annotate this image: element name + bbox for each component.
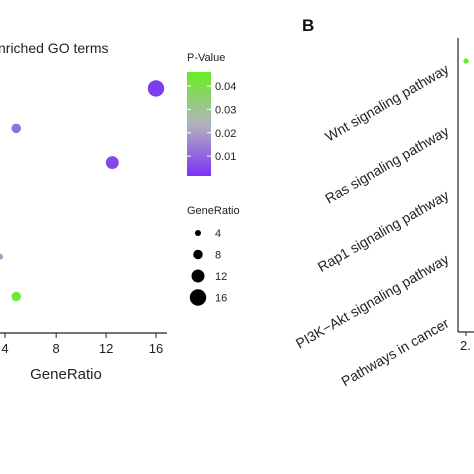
x-tick-label: 16 bbox=[149, 341, 163, 356]
category-label: Pathways in cancer bbox=[338, 315, 451, 390]
panel-a-title: nriched GO terms bbox=[0, 40, 108, 56]
pvalue-legend-ticks: 0.04 0.03 0.02 0.01 bbox=[187, 81, 236, 163]
panel-b-point-wnt bbox=[463, 58, 469, 64]
pvalue-legend: P-Value 0.04 0.03 0.02 0.01 bbox=[187, 52, 236, 176]
go-term-point bbox=[11, 291, 21, 302]
size-legend-label: 12 bbox=[215, 271, 227, 283]
size-legend-dot bbox=[189, 289, 207, 306]
go-term-point bbox=[105, 156, 119, 170]
pvalue-legend-title: P-Value bbox=[187, 52, 225, 64]
colorbar-tick-label: 0.01 bbox=[215, 151, 236, 163]
x-axis-label: GeneRatio bbox=[30, 366, 102, 383]
size-legend-label: 8 bbox=[215, 250, 221, 262]
size-legend-label: 16 bbox=[215, 293, 227, 305]
panel-b-x-tick-label: 2. bbox=[460, 338, 471, 353]
panel-a-points bbox=[0, 80, 165, 302]
size-legend-dot bbox=[195, 230, 201, 236]
size-legend-dot bbox=[191, 269, 205, 283]
size-legend-title: GeneRatio bbox=[187, 205, 240, 217]
go-term-point bbox=[11, 123, 21, 134]
x-tick-label: 12 bbox=[99, 341, 113, 356]
x-tick-label: 8 bbox=[53, 341, 60, 356]
colorbar-tick-label: 0.02 bbox=[215, 128, 236, 140]
x-tick-label: 4 bbox=[1, 341, 8, 356]
panel-a: nriched GO terms 4 8 12 16 GeneRatio bbox=[0, 40, 167, 383]
size-legend-dot bbox=[193, 249, 203, 260]
colorbar-tick-label: 0.04 bbox=[215, 81, 236, 93]
go-term-point bbox=[147, 80, 165, 97]
x-axis-ticks: 4 8 12 16 bbox=[1, 333, 163, 356]
panel-b-label: B bbox=[302, 16, 314, 35]
pvalue-colorbar bbox=[187, 72, 211, 176]
size-legend: GeneRatio 4 8 12 16 bbox=[187, 205, 240, 306]
size-legend-label: 4 bbox=[215, 228, 221, 240]
size-legend-entries: 4 8 12 16 bbox=[189, 228, 227, 306]
colorbar-tick-label: 0.03 bbox=[215, 104, 236, 116]
go-term-point bbox=[0, 253, 3, 260]
